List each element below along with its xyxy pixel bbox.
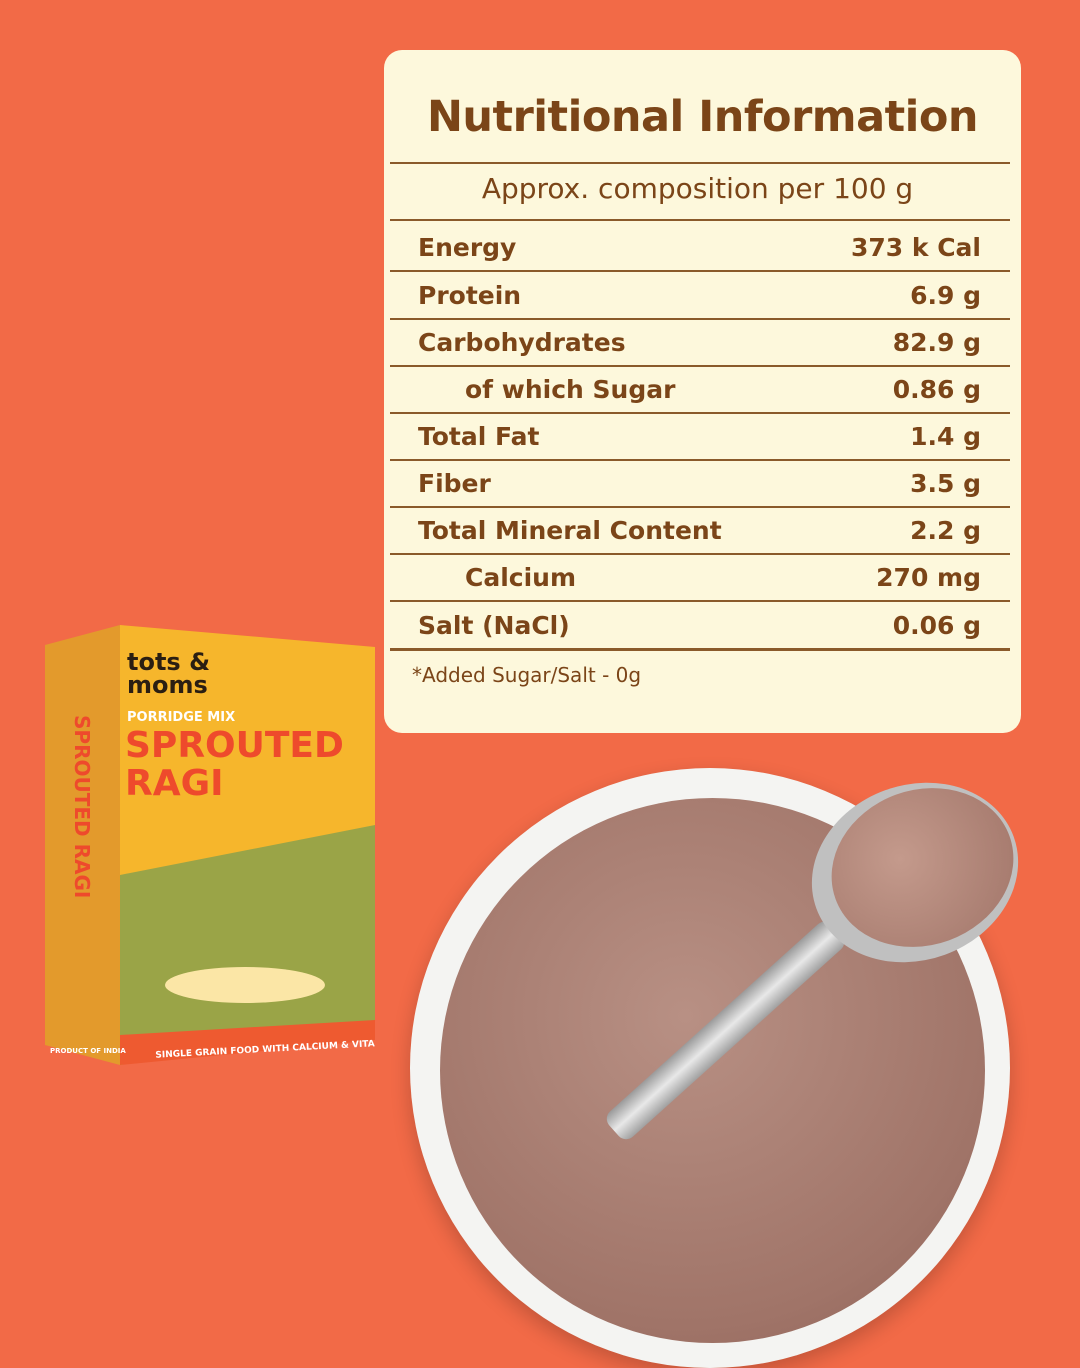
divider	[390, 365, 1010, 367]
nutrient-value: 0.06 g	[892, 610, 981, 640]
nutrient-value: 6.9 g	[910, 280, 981, 310]
nutrient-value: 1.4 g	[910, 421, 981, 451]
divider	[390, 459, 1010, 461]
brand-logo: tots &	[127, 648, 210, 676]
product-name-2: RAGI	[125, 763, 224, 804]
nutrient-label: Salt (NaCl)	[418, 610, 570, 640]
nutrient-label: of which Sugar	[465, 374, 676, 404]
nutrient-label: Protein	[418, 280, 522, 310]
nutrient-value: 270 mg	[876, 562, 981, 592]
panel-subtitle: Approx. composition per 100 g	[481, 172, 914, 205]
nutrient-label: Total Mineral Content	[418, 515, 722, 545]
nutrient-value: 2.2 g	[910, 515, 981, 545]
nutrient-value: 0.86 g	[892, 374, 981, 404]
product-category: PORRIDGE MIX	[127, 710, 235, 725]
nutrition-row: Salt (NaCl) 0.06 g	[418, 605, 981, 645]
nutrition-row: Energy 373 k Cal	[418, 227, 981, 267]
divider	[390, 318, 1010, 320]
nutrition-row: Total Fat 1.4 g	[418, 416, 981, 456]
panel-title: Nutritional Information	[426, 92, 979, 142]
nutrition-row: of which Sugar 0.86 g	[418, 369, 981, 409]
divider	[390, 600, 1010, 602]
divider	[390, 270, 1010, 272]
footnote: *Added Sugar/Salt - 0g	[412, 663, 642, 687]
divider	[390, 553, 1010, 555]
nutrient-label: Fiber	[418, 468, 491, 498]
nutrient-label: Total Fat	[418, 421, 540, 451]
divider	[390, 219, 1010, 221]
product-name-1: SPROUTED	[125, 725, 344, 766]
nutrition-row: Total Mineral Content 2.2 g	[418, 510, 981, 550]
box-side	[45, 625, 120, 1065]
nutrient-value: 3.5 g	[910, 468, 981, 498]
svg-text:moms: moms	[127, 671, 208, 699]
nutrient-value: 373 k Cal	[850, 232, 981, 262]
nutrition-row: Calcium 270 mg	[418, 557, 981, 597]
product-box-image: tots & moms PORRIDGE MIX SPROUTED RAGI S…	[45, 625, 375, 1065]
nutrient-label: Calcium	[465, 562, 577, 592]
nutrient-label: Carbohydrates	[418, 327, 626, 357]
nutrition-row: Protein 6.9 g	[418, 275, 981, 315]
nutrient-value: 82.9 g	[892, 327, 981, 357]
origin-text: PRODUCT OF INDIA	[50, 1047, 126, 1055]
divider	[390, 412, 1010, 414]
nutrition-row: Carbohydrates 82.9 g	[418, 322, 981, 362]
divider	[390, 162, 1010, 164]
divider	[390, 648, 1010, 651]
divider	[390, 506, 1010, 508]
nutrient-label: Energy	[418, 232, 517, 262]
nutrition-row: Fiber 3.5 g	[418, 463, 981, 503]
side-text: SPROUTED RAGI	[70, 715, 94, 898]
